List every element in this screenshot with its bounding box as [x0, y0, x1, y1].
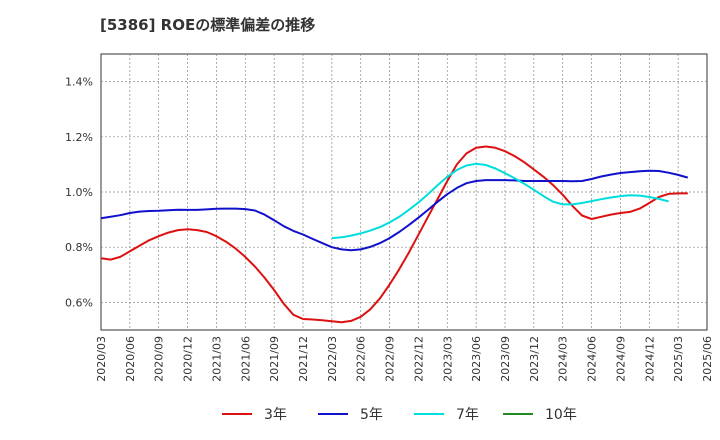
x-tick-label: 2025/06	[701, 336, 714, 382]
x-tick-label: 2025/03	[672, 336, 685, 382]
legend-label: 10年	[545, 407, 577, 423]
x-tick-label: 2020/03	[95, 336, 108, 382]
x-tick-label: 2023/03	[441, 336, 454, 382]
legend-label: 7年	[456, 407, 479, 423]
x-tick-label: 2021/12	[297, 336, 310, 382]
x-tick-label: 2021/09	[268, 336, 281, 382]
x-tick-label: 2022/06	[355, 336, 368, 382]
x-tick-label: 2022/12	[412, 336, 425, 382]
x-tick-label: 2021/06	[239, 336, 252, 382]
x-tick-label: 2021/03	[210, 336, 223, 382]
x-tick-label: 2024/09	[614, 336, 627, 382]
series-line-1	[100, 145, 688, 324]
x-tick-label: 2024/12	[643, 336, 656, 382]
x-tick-label: 2020/12	[182, 336, 195, 382]
y-tick-label: 1.2%	[65, 131, 93, 144]
y-tick-label: 1.4%	[65, 76, 93, 89]
x-tick-label: 2023/12	[528, 336, 541, 382]
x-tick-label: 2022/09	[384, 336, 397, 382]
y-tick-label: 0.6%	[65, 296, 93, 309]
series-line-3	[331, 162, 669, 240]
x-tick-label: 2020/09	[153, 336, 166, 382]
legend-label: 5年	[360, 407, 383, 423]
x-tick-label: 2022/03	[326, 336, 339, 382]
plot-area-frame	[100, 53, 708, 331]
y-tick-label: 0.8%	[65, 241, 93, 254]
series-line-2	[100, 169, 689, 252]
x-tick-label: 2023/09	[499, 336, 512, 382]
legend-label: 3年	[264, 407, 287, 423]
x-tick-label: 2024/03	[557, 336, 570, 382]
y-tick-label: 1.0%	[65, 186, 93, 199]
x-tick-label: 2020/06	[124, 336, 137, 382]
chart-title: [5386] ROEの標準偏差の推移	[100, 16, 316, 34]
x-tick-label: 2023/06	[470, 336, 483, 382]
x-tick-label: 2024/06	[586, 336, 599, 382]
